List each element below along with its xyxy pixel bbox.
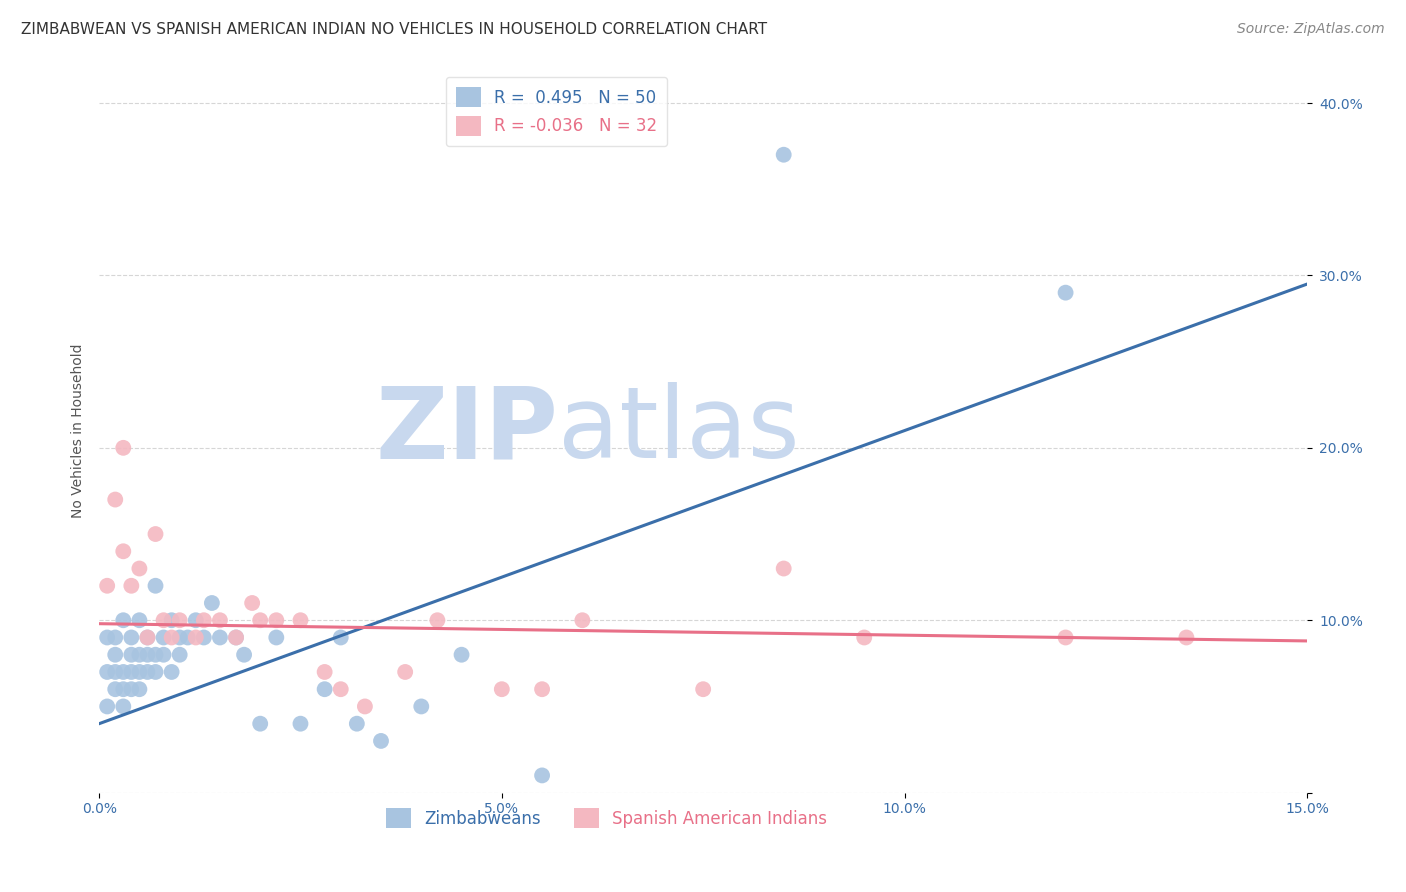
Point	[152, 648, 174, 662]
Point	[225, 631, 247, 645]
Point	[96, 579, 118, 593]
Point	[370, 734, 392, 748]
Point	[112, 682, 135, 697]
Point	[96, 699, 118, 714]
Point	[329, 682, 352, 697]
Point	[145, 665, 167, 679]
Point	[249, 716, 271, 731]
Point	[450, 648, 472, 662]
Point	[426, 613, 449, 627]
Text: Source: ZipAtlas.com: Source: ZipAtlas.com	[1237, 22, 1385, 37]
Point	[112, 613, 135, 627]
Point	[160, 631, 183, 645]
Point	[128, 682, 150, 697]
Point	[290, 613, 312, 627]
Point	[169, 648, 191, 662]
Point	[233, 648, 256, 662]
Text: ZIP: ZIP	[375, 382, 558, 479]
Point	[184, 613, 207, 627]
Point	[145, 527, 167, 541]
Point	[1054, 631, 1077, 645]
Point	[169, 613, 191, 627]
Point	[177, 631, 200, 645]
Point	[160, 613, 183, 627]
Point	[266, 613, 288, 627]
Point	[193, 613, 215, 627]
Point	[249, 613, 271, 627]
Point	[160, 665, 183, 679]
Y-axis label: No Vehicles in Household: No Vehicles in Household	[72, 343, 86, 518]
Point	[104, 682, 127, 697]
Point	[240, 596, 263, 610]
Point	[96, 631, 118, 645]
Point	[120, 648, 142, 662]
Point	[120, 682, 142, 697]
Point	[208, 631, 231, 645]
Point	[128, 613, 150, 627]
Point	[104, 665, 127, 679]
Point	[184, 631, 207, 645]
Point	[136, 631, 159, 645]
Point	[314, 665, 336, 679]
Point	[531, 682, 554, 697]
Point	[104, 648, 127, 662]
Point	[853, 631, 876, 645]
Point	[193, 631, 215, 645]
Point	[136, 665, 159, 679]
Point	[128, 648, 150, 662]
Point	[112, 544, 135, 558]
Point	[112, 665, 135, 679]
Text: atlas: atlas	[558, 382, 800, 479]
Text: ZIMBABWEAN VS SPANISH AMERICAN INDIAN NO VEHICLES IN HOUSEHOLD CORRELATION CHART: ZIMBABWEAN VS SPANISH AMERICAN INDIAN NO…	[21, 22, 768, 37]
Point	[120, 579, 142, 593]
Point	[394, 665, 416, 679]
Point	[112, 441, 135, 455]
Point	[208, 613, 231, 627]
Point	[112, 699, 135, 714]
Point	[136, 631, 159, 645]
Point	[571, 613, 593, 627]
Point	[136, 648, 159, 662]
Point	[531, 768, 554, 782]
Point	[354, 699, 377, 714]
Point	[201, 596, 224, 610]
Legend: Zimbabweans, Spanish American Indians: Zimbabweans, Spanish American Indians	[380, 801, 834, 835]
Point	[152, 613, 174, 627]
Point	[169, 631, 191, 645]
Point	[152, 631, 174, 645]
Point	[411, 699, 433, 714]
Point	[1175, 631, 1198, 645]
Point	[104, 631, 127, 645]
Point	[346, 716, 368, 731]
Point	[120, 631, 142, 645]
Point	[96, 665, 118, 679]
Point	[329, 631, 352, 645]
Point	[1054, 285, 1077, 300]
Point	[290, 716, 312, 731]
Point	[772, 561, 794, 575]
Point	[128, 665, 150, 679]
Point	[692, 682, 714, 697]
Point	[772, 147, 794, 161]
Point	[225, 631, 247, 645]
Point	[145, 648, 167, 662]
Point	[104, 492, 127, 507]
Point	[266, 631, 288, 645]
Point	[491, 682, 513, 697]
Point	[128, 561, 150, 575]
Point	[145, 579, 167, 593]
Point	[314, 682, 336, 697]
Point	[120, 665, 142, 679]
